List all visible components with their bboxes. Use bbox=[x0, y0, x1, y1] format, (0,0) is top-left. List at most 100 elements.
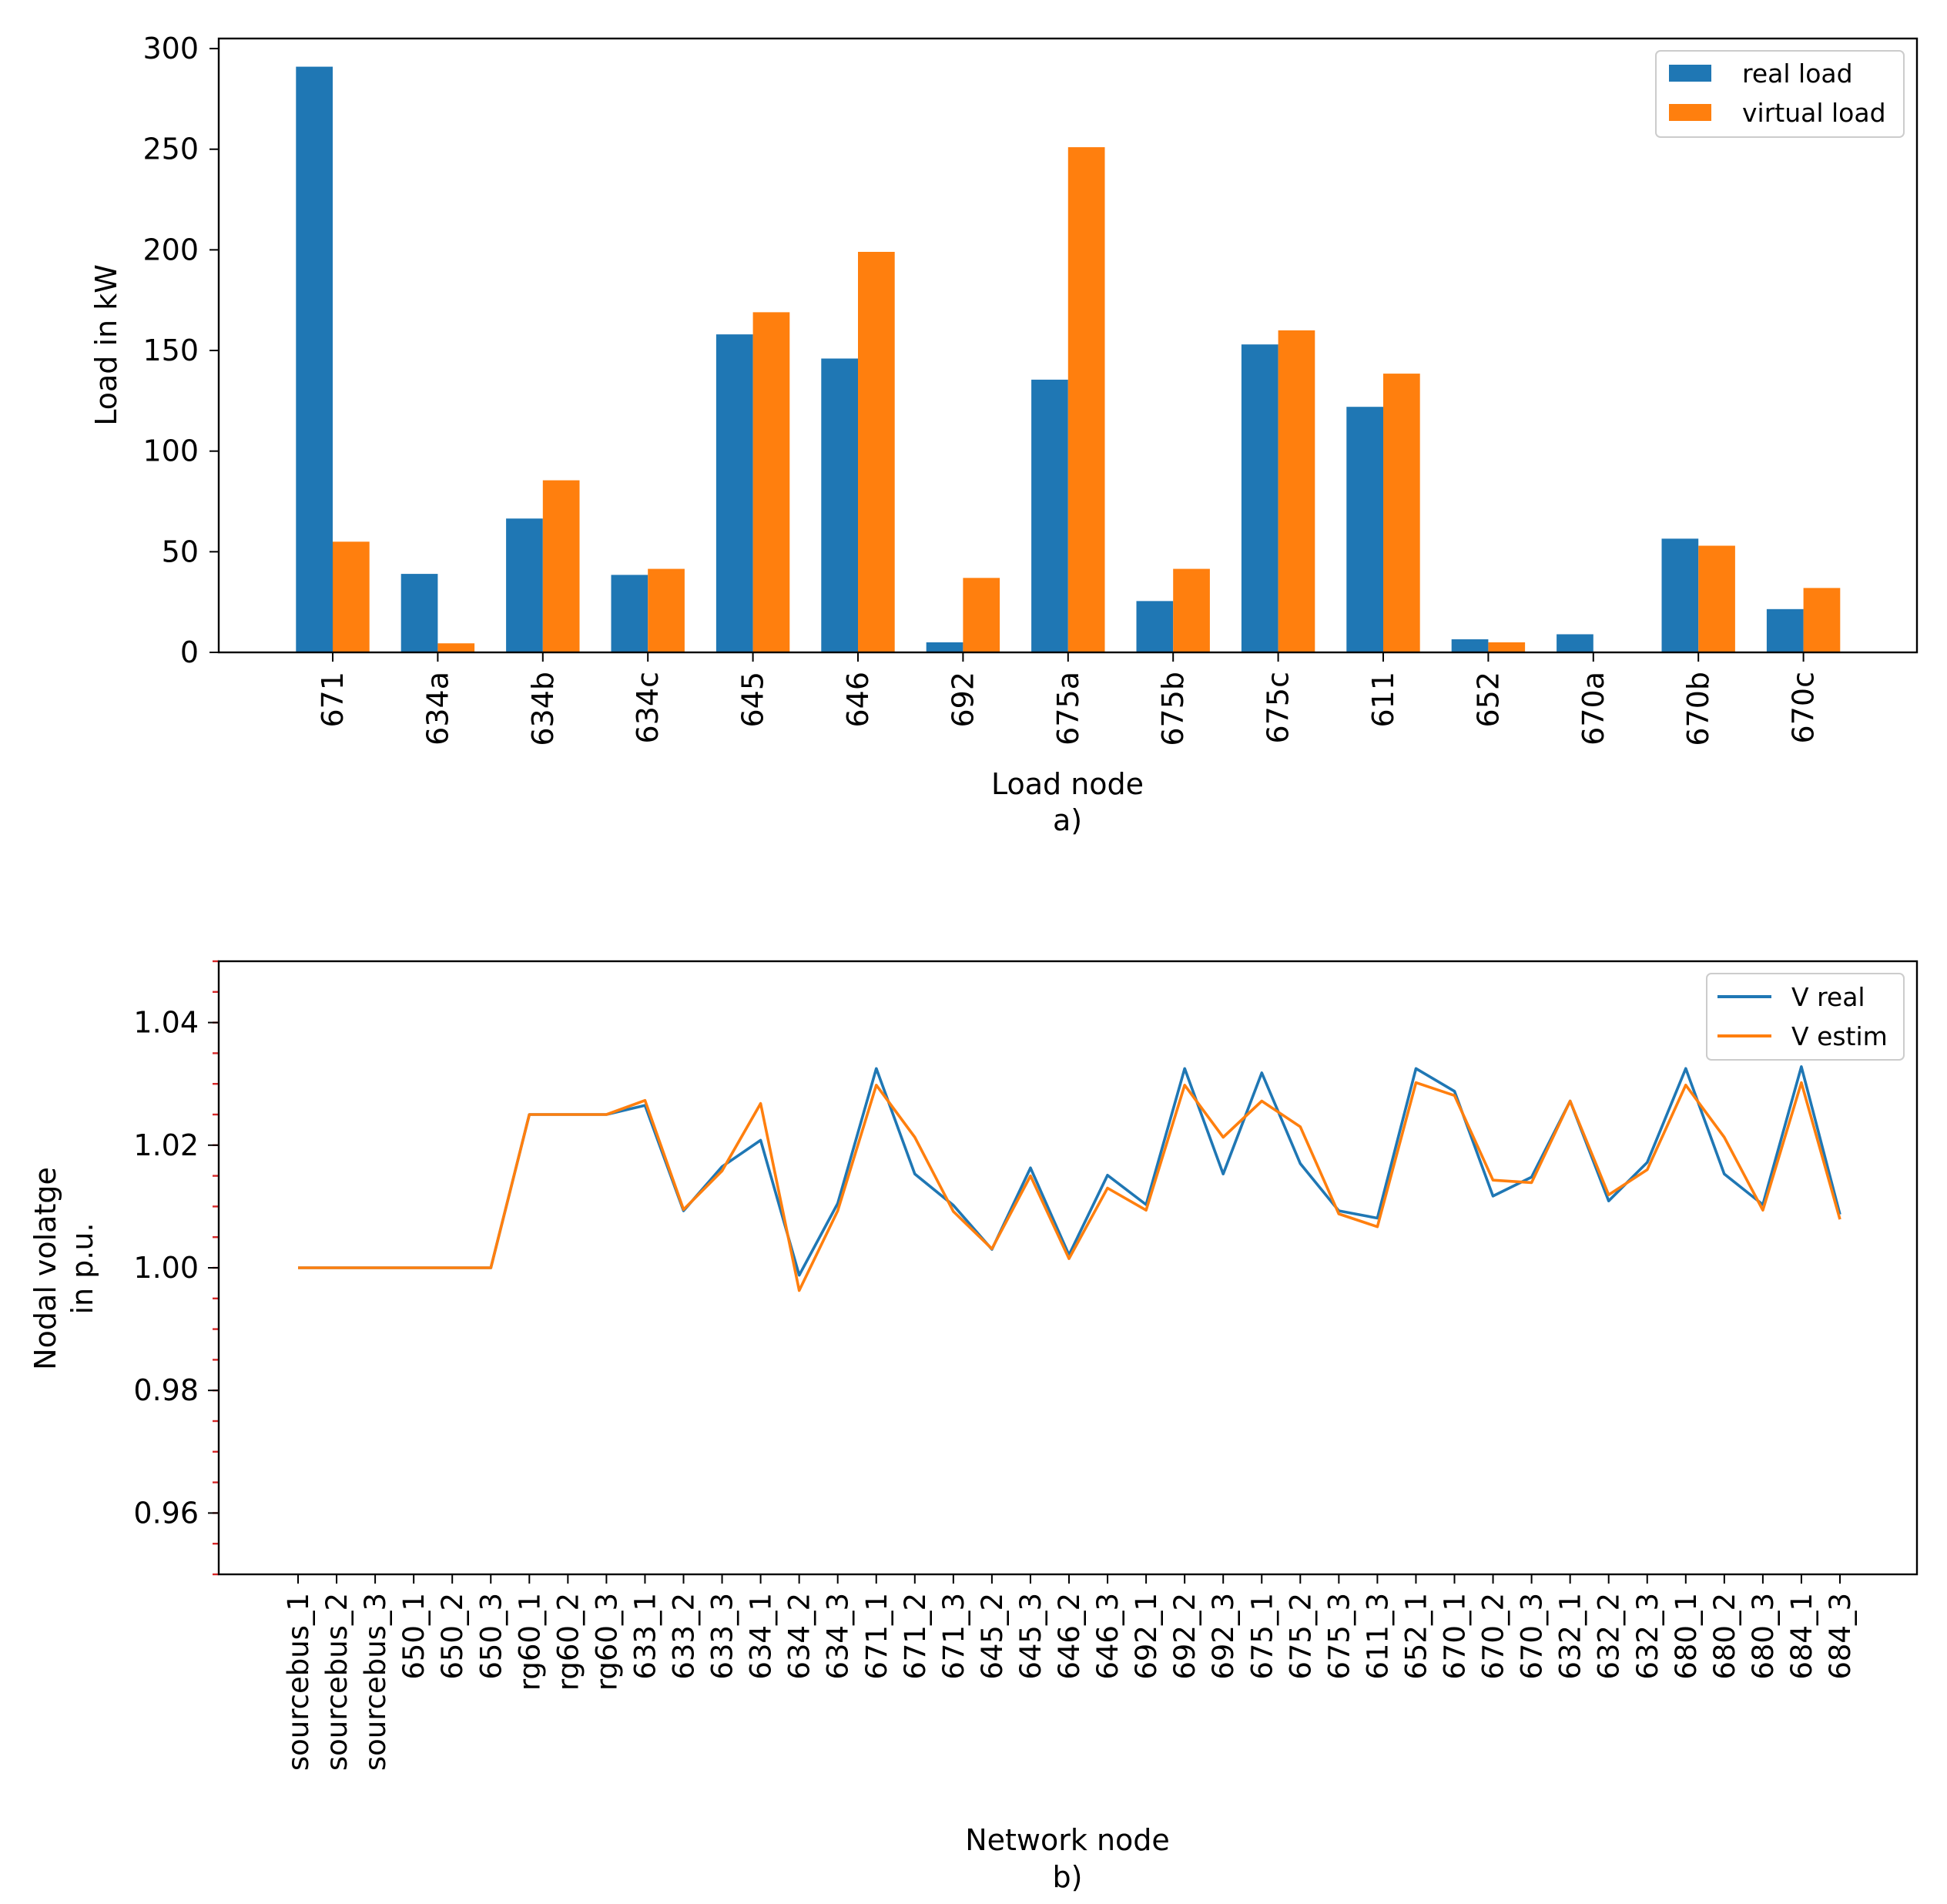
x-tick-label-646: 646 bbox=[841, 672, 875, 728]
bar-virtual-load-675a bbox=[1067, 147, 1105, 652]
x-tick-label-645-3: 645_3 bbox=[1014, 1593, 1047, 1680]
y-tick-label: 200 bbox=[142, 233, 199, 266]
x-tick-label-633-3: 633_3 bbox=[706, 1593, 739, 1680]
y-tick-label: 1.00 bbox=[133, 1251, 199, 1285]
x-tick-label-675c: 675c bbox=[1262, 672, 1295, 743]
y-axis-label-line-1: Nodal volatge bbox=[28, 1167, 62, 1370]
x-tick-label-rg60-2: rg60_2 bbox=[551, 1593, 585, 1691]
x-tick-label-650-1: 650_1 bbox=[397, 1593, 431, 1680]
bar-real-load-692 bbox=[926, 642, 963, 652]
x-tick-label-692-2: 692_2 bbox=[1168, 1593, 1201, 1680]
x-tick-label-670c: 670c bbox=[1787, 672, 1821, 743]
x-tick-label-633-1: 633_1 bbox=[628, 1593, 662, 1680]
legend-box bbox=[1655, 50, 1905, 138]
bar-virtual-load-611 bbox=[1383, 374, 1420, 652]
x-tick-label-675b: 675b bbox=[1156, 672, 1190, 746]
x-tick-label-675a: 675a bbox=[1051, 672, 1085, 746]
bar-virtual-load-634a bbox=[437, 643, 475, 652]
bar-virtual-load-670c bbox=[1803, 588, 1841, 652]
x-tick-label-671-2: 671_2 bbox=[899, 1593, 932, 1680]
y-axis-label: Load in kW bbox=[89, 264, 123, 426]
legend-label-real-load: real load bbox=[1742, 59, 1853, 89]
x-tick-label-692-3: 692_3 bbox=[1207, 1593, 1240, 1680]
x-tick-label-680-2: 680_2 bbox=[1708, 1593, 1741, 1680]
bar-virtual-load-652 bbox=[1488, 642, 1526, 652]
legend: real load virtual load bbox=[1655, 50, 1905, 138]
line-chart-panel: 0.960.981.001.021.04 sourcebus_1 sourcebu… bbox=[28, 960, 1919, 1894]
x-tick-label-634-3: 634_3 bbox=[822, 1593, 855, 1680]
bar-virtual-load-634c bbox=[648, 568, 685, 652]
y-axis-ticks: 0.96 0.98 1.00 1.02 1.04 bbox=[133, 960, 219, 1576]
x-tick-label-671-3: 671_3 bbox=[937, 1593, 970, 1680]
y-tick-label: 50 bbox=[162, 535, 199, 568]
x-tick-label-680-1: 680_1 bbox=[1670, 1593, 1703, 1680]
bar-chart-panel: 0 50 100 150 200 250 300 671 634a 634b 634c 645 646… bbox=[89, 32, 1919, 837]
x-tick-label-645: 645 bbox=[736, 672, 770, 728]
x-tick-label-sourcebus-2: sourcebus_2 bbox=[320, 1593, 354, 1771]
x-tick-label-646-2: 646_2 bbox=[1053, 1593, 1086, 1680]
y-tick-label: 150 bbox=[142, 334, 199, 367]
x-tick-label-634-1: 634_1 bbox=[745, 1593, 778, 1680]
x-axis-ticks: sourcebus_1 sourcebus_2 sourcebus_3 650_1 65… bbox=[282, 1574, 1857, 1771]
bar-real-load-611 bbox=[1346, 407, 1383, 652]
x-tick-label-670-3: 670_3 bbox=[1516, 1593, 1549, 1680]
bar-virtual-load-692 bbox=[963, 578, 1000, 652]
x-tick-label-sourcebus-1: sourcebus_1 bbox=[282, 1593, 315, 1771]
x-tick-label-670a: 670a bbox=[1577, 672, 1610, 746]
plot-frame bbox=[217, 960, 1919, 1576]
bar-real-load-646 bbox=[821, 358, 858, 652]
x-tick-label-675-3: 675_3 bbox=[1322, 1593, 1356, 1680]
x-tick-label-611-3: 611_3 bbox=[1361, 1593, 1394, 1680]
bar-real-load-671 bbox=[296, 66, 333, 652]
bar-real-load-675b bbox=[1136, 601, 1174, 652]
bar-real-load-670b bbox=[1661, 538, 1699, 652]
x-tick-label-646-3: 646_3 bbox=[1091, 1593, 1124, 1680]
x-tick-label-652-1: 652_1 bbox=[1399, 1593, 1433, 1680]
x-tick-label-671-1: 671_1 bbox=[860, 1593, 893, 1680]
panel-label: b) bbox=[1053, 1860, 1083, 1894]
x-tick-label-645-2: 645_2 bbox=[976, 1593, 1009, 1680]
x-tick-label-634-2: 634_2 bbox=[783, 1593, 816, 1680]
x-tick-label-633-2: 633_2 bbox=[668, 1593, 701, 1680]
x-tick-label-650-2: 650_2 bbox=[436, 1593, 469, 1680]
x-tick-label-650-3: 650_3 bbox=[474, 1593, 508, 1680]
bar-series-group bbox=[296, 66, 1841, 652]
bar-real-load-645 bbox=[715, 334, 753, 652]
bar-virtual-load-646 bbox=[858, 251, 895, 652]
x-tick-label-670-2: 670_2 bbox=[1477, 1593, 1510, 1680]
bar-real-load-670a bbox=[1557, 634, 1593, 652]
bar-real-load-634b bbox=[506, 518, 543, 652]
y-tick-label: 1.04 bbox=[133, 1006, 199, 1040]
series-line-v-real bbox=[298, 1065, 1841, 1277]
bar-real-load-675a bbox=[1031, 379, 1068, 652]
bar-real-load-675c bbox=[1241, 344, 1278, 652]
x-tick-label-611: 611 bbox=[1366, 672, 1400, 728]
x-tick-label-sourcebus-3: sourcebus_3 bbox=[359, 1593, 392, 1771]
x-tick-label-692-1: 692_1 bbox=[1130, 1593, 1163, 1680]
x-tick-label-684-3: 684_3 bbox=[1824, 1593, 1857, 1680]
x-tick-label-675-2: 675_2 bbox=[1284, 1593, 1317, 1680]
y-tick-label: 0 bbox=[180, 635, 199, 669]
x-tick-label-632-3: 632_3 bbox=[1631, 1593, 1664, 1680]
y-tick-label: 0.96 bbox=[133, 1496, 199, 1530]
x-tick-label-652: 652 bbox=[1471, 672, 1505, 728]
legend-swatch-virtual-load bbox=[1669, 104, 1711, 121]
x-axis-label: Network node bbox=[965, 1823, 1170, 1857]
y-axis-label-line-2: in p.u. bbox=[65, 1222, 99, 1314]
plot-frame bbox=[217, 37, 1919, 654]
bar-real-load-634c bbox=[611, 575, 648, 652]
legend-swatch-real-load bbox=[1669, 65, 1711, 82]
x-tick-label-692: 692 bbox=[946, 672, 980, 728]
panel-label: a) bbox=[1053, 803, 1082, 837]
x-tick-label-632-2: 632_2 bbox=[1593, 1593, 1626, 1680]
x-tick-label-670b: 670b bbox=[1681, 672, 1715, 746]
series-line-v-estim bbox=[298, 1081, 1841, 1292]
y-tick-label: 100 bbox=[142, 434, 199, 468]
bar-real-load-634a bbox=[400, 574, 438, 652]
y-axis-ticks: 0 50 100 150 200 250 300 bbox=[142, 32, 219, 669]
bar-virtual-load-671 bbox=[333, 541, 370, 652]
x-tick-label-670-1: 670_1 bbox=[1439, 1593, 1472, 1680]
bar-virtual-load-634b bbox=[542, 480, 580, 652]
y-tick-label: 250 bbox=[142, 132, 199, 166]
